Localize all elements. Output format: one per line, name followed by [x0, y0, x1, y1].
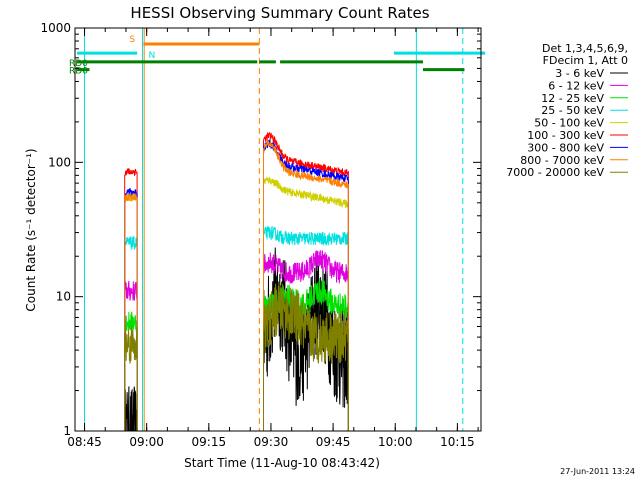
- x-tick-label-6: 10:15: [440, 435, 475, 449]
- y-tick-label-2: 100: [48, 155, 71, 169]
- series-line-4-seg-1: [263, 176, 349, 431]
- legend-entry-1: 6 - 12 keV: [548, 79, 604, 92]
- legend-header-0: Det 1,3,4,5,6,9,: [542, 42, 628, 55]
- flag-label-s: S: [129, 35, 135, 45]
- series-line-5-seg-1: [263, 131, 349, 431]
- y-tick-label-3: 1000: [40, 21, 71, 35]
- plot-frame: [74, 27, 482, 432]
- legend-entry-2: 12 - 25 keV: [541, 92, 604, 105]
- series-line-3-seg-1: [263, 225, 349, 431]
- x-tick-label-1: 09:00: [129, 435, 164, 449]
- series-line-8-seg-0: [124, 326, 138, 431]
- x-tick-label-4: 09:45: [316, 435, 351, 449]
- series-line-7-seg-1: [263, 140, 349, 431]
- series-line-1-seg-0: [124, 280, 138, 431]
- x-tick-label-5: 10:00: [378, 435, 413, 449]
- legend-entry-5: 100 - 300 keV: [527, 129, 604, 142]
- series-line-7-seg-0: [124, 192, 138, 431]
- series-line-5-seg-0: [124, 168, 138, 431]
- legend-entry-6: 300 - 800 keV: [527, 141, 604, 154]
- legend-entry-4: 50 - 100 keV: [534, 117, 604, 130]
- legend-entry-8: 7000 - 20000 keV: [506, 166, 604, 179]
- series-line-6-seg-1: [263, 139, 349, 431]
- chart-title: HESSI Observing Summary Count Rates: [130, 4, 429, 22]
- legend-header-1: FDecim 1, Att 0: [543, 54, 628, 67]
- legend-entry-7: 800 - 7000 keV: [520, 154, 604, 167]
- flag-label-n: N: [149, 51, 156, 61]
- legend-entry-3: 25 - 50 keV: [541, 104, 604, 117]
- flag-label-rd6: RD6: [69, 67, 88, 77]
- legend: Det 1,3,4,5,6,9,FDecim 1, Att 03 - 6 keV…: [506, 42, 628, 179]
- y-axis: 1 10 100 1000: [40, 21, 481, 438]
- legend-entry-0: 3 - 6 keV: [555, 67, 604, 80]
- y-axis-label: Count Rate (s⁻¹ detector⁻¹): [24, 148, 38, 311]
- x-tick-label-3: 09:30: [254, 435, 289, 449]
- x-tick-label-2: 09:15: [192, 435, 227, 449]
- x-tick-label-0: 08:45: [67, 435, 102, 449]
- x-axis: 08:45 09:00 09:15 09:30 09:45 10:00 10:15: [67, 28, 479, 449]
- series-line-1-seg-1: [263, 250, 349, 431]
- series-line-8-seg-1: [263, 282, 349, 431]
- footer-timestamp: 27-Jun-2011 13:24: [560, 467, 635, 476]
- x-axis-label: Start Time (11-Aug-10 08:43:42): [184, 456, 380, 470]
- flag-label-rd0: RD0: [69, 59, 88, 69]
- series-line-0-seg-0: [124, 386, 138, 432]
- series-line-3-seg-0: [124, 235, 138, 431]
- series-line-2-seg-0: [124, 311, 138, 431]
- y-tick-label-0: 1: [63, 424, 71, 438]
- y-tick-label-1: 10: [56, 290, 71, 304]
